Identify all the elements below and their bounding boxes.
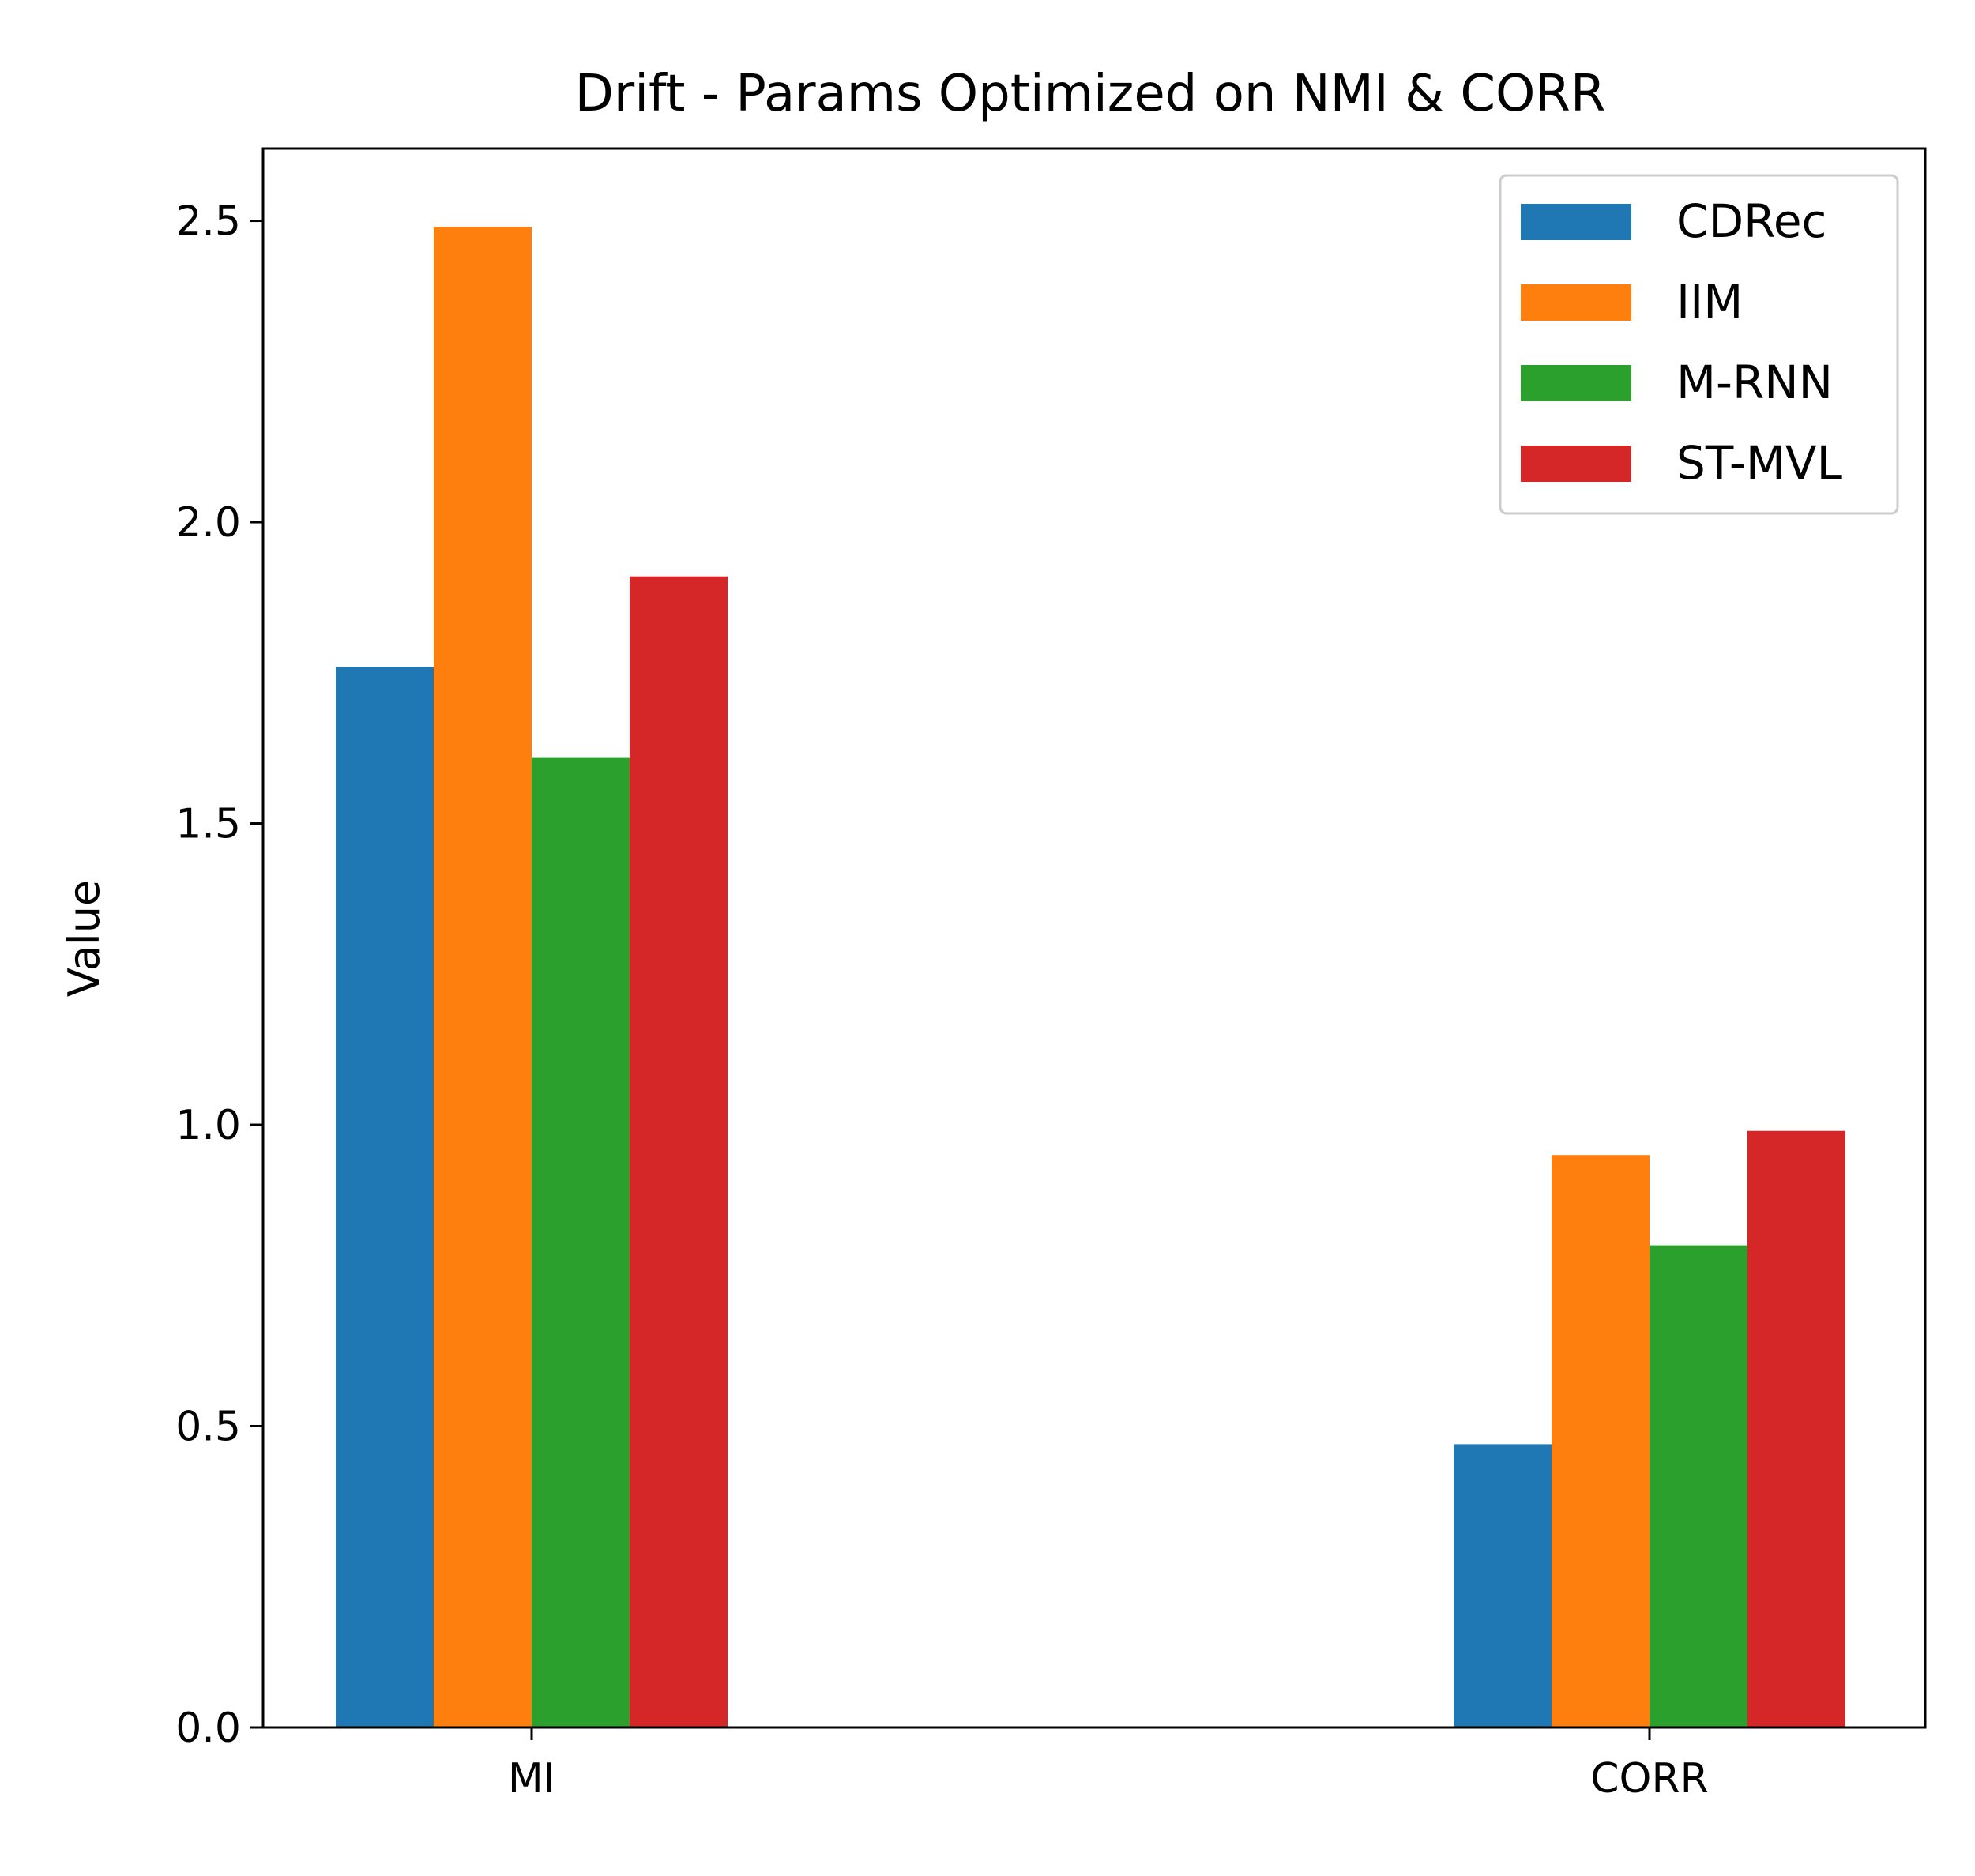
y-tick-label: 1.5 <box>175 801 241 848</box>
bars-layer <box>336 227 1845 1728</box>
legend-label-st-mvl: ST-MVL <box>1676 436 1842 490</box>
legend-swatch-cdrec <box>1521 204 1631 240</box>
bar-st-mvl-corr <box>1747 1130 1845 1727</box>
y-tick-label: 2.5 <box>175 198 241 246</box>
legend-label-cdrec: CDRec <box>1676 194 1826 248</box>
y-axis-ticks: 0.0 0.5 1.0 1.5 2.0 2.5 <box>175 198 263 1752</box>
legend-box <box>1499 174 1899 515</box>
bar-cdrec-mi <box>336 667 434 1728</box>
bar-m-rnn-corr <box>1650 1245 1747 1727</box>
y-tick-label: 0.5 <box>175 1404 241 1451</box>
y-tick-label: 1.0 <box>175 1102 241 1149</box>
y-tick-label: 0.0 <box>175 1705 241 1752</box>
chart-title: Drift - Params Optimized on NMI & CORR <box>575 65 1606 123</box>
bar-cdrec-corr <box>1454 1444 1552 1727</box>
legend-swatch-st-mvl <box>1521 446 1631 482</box>
plot-frame <box>261 147 1927 1729</box>
y-axis-label: Value <box>59 880 109 997</box>
bar-iim-corr <box>1552 1155 1650 1727</box>
legend-swatch-m-rnn <box>1521 365 1631 401</box>
legend-label-m-rnn: M-RNN <box>1676 355 1833 409</box>
bar-iim-mi <box>434 227 532 1728</box>
legend-swatch-iim <box>1521 284 1631 321</box>
y-tick-label: 2.0 <box>175 499 241 547</box>
x-tick-label-corr: CORR <box>1590 1755 1709 1803</box>
bar-st-mvl-mi <box>630 576 728 1728</box>
legend: CDRec IIM M-RNN ST-MVL <box>1499 174 1899 515</box>
bar-m-rnn-mi <box>532 757 630 1727</box>
x-tick-label-mi: MI <box>508 1755 555 1803</box>
x-axis-ticks: MI CORR <box>508 1727 1709 1803</box>
legend-label-iim: IIM <box>1676 275 1743 329</box>
